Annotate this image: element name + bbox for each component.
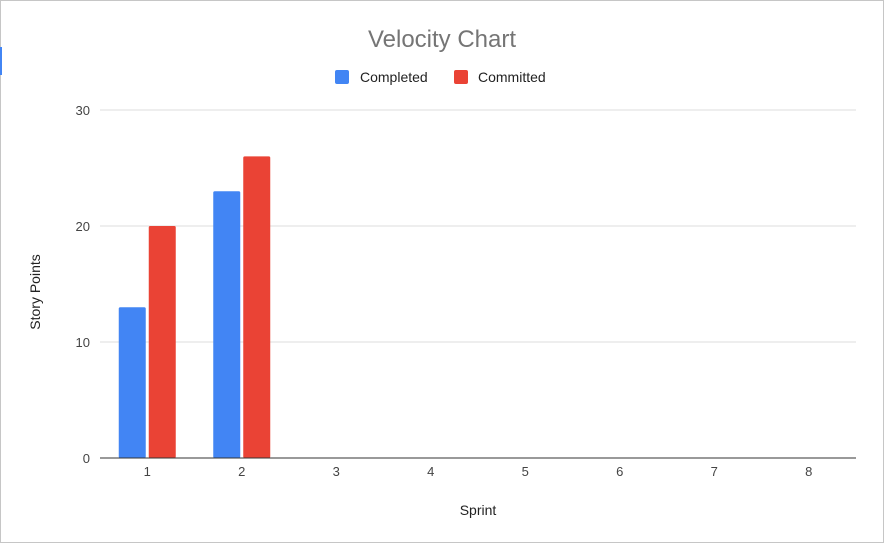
x-axis-ticks: 1 2 3 4 5 6 7 8 [144,464,813,479]
x-tick-label: 1 [144,464,151,479]
x-tick-label: 6 [616,464,623,479]
y-axis-ticks: 0 10 20 30 [76,103,90,466]
x-tick-label: 7 [711,464,718,479]
y-tick-label: 30 [76,103,90,118]
legend-label-completed: Completed [360,69,428,85]
y-tick-label: 20 [76,219,90,234]
x-axis-title: Sprint [460,502,497,518]
legend-swatch-completed [335,70,349,84]
x-tick-label: 3 [333,464,340,479]
chart-title: Velocity Chart [368,26,516,53]
bar-completed-sprint-2 [213,191,241,458]
x-tick-label: 2 [238,464,245,479]
x-tick-label: 8 [805,464,812,479]
legend-swatch-committed [454,70,468,84]
x-tick-label: 4 [427,464,434,479]
y-tick-label: 0 [83,451,90,466]
edge-marker [0,47,2,75]
chart-legend: Completed Committed [335,69,546,85]
bar-committed-sprint-1 [148,226,176,458]
bars-group [118,156,271,458]
legend-label-committed: Committed [478,69,546,85]
y-axis-title: Story Points [27,254,43,329]
y-tick-label: 10 [76,335,90,350]
bar-completed-sprint-1 [118,307,146,458]
bar-committed-sprint-2 [243,156,271,458]
x-tick-label: 5 [522,464,529,479]
